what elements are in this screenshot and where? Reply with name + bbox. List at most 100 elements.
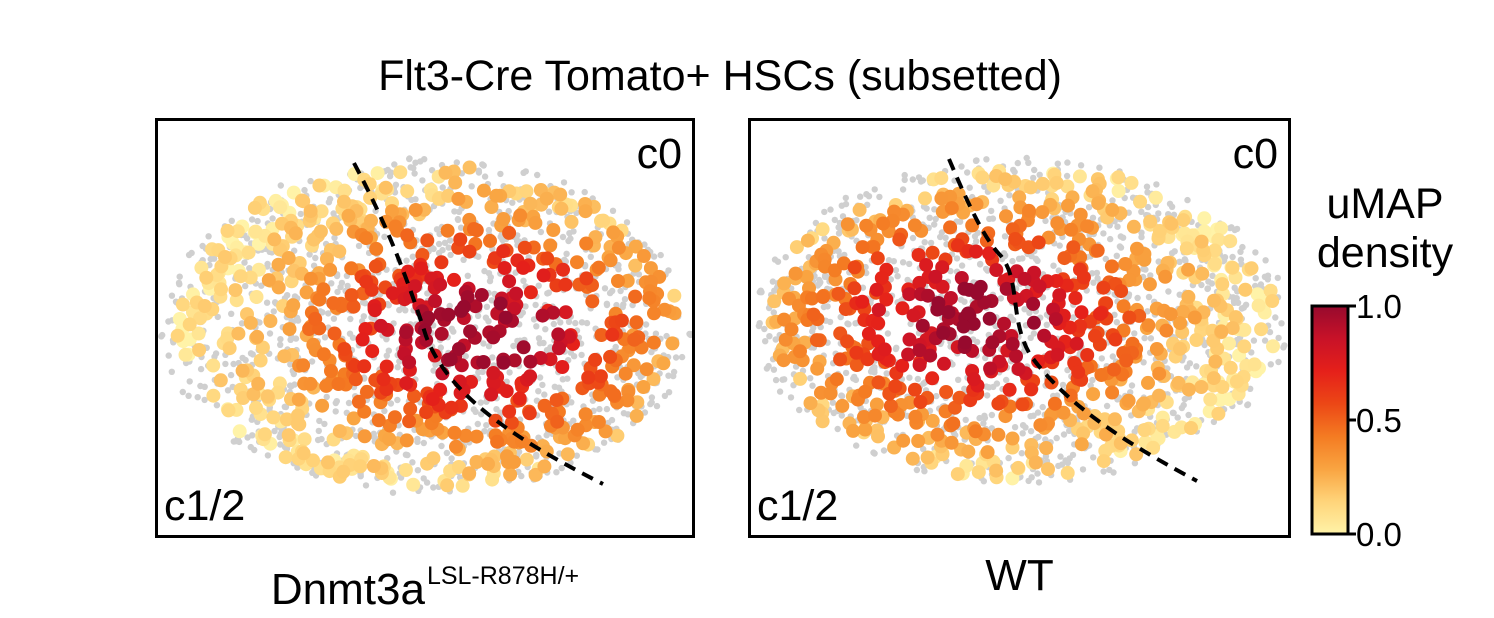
cell-point [554, 201, 569, 216]
background-cell-point [478, 411, 485, 418]
background-cell-point [301, 186, 308, 194]
cell-point [359, 274, 374, 289]
background-cell-point [541, 391, 548, 398]
background-cell-point [481, 173, 489, 180]
cell-point [1149, 342, 1164, 356]
cell-point [1104, 259, 1119, 274]
cell-point [1179, 241, 1194, 256]
background-cell-point [923, 205, 930, 212]
background-cell-point [1147, 272, 1154, 279]
cell-point [337, 183, 352, 198]
background-cell-point [1096, 164, 1103, 171]
umap-scatter-mutant [158, 155, 692, 496]
cell-point [855, 240, 870, 255]
cell-point [279, 412, 294, 427]
background-cell-point [816, 280, 823, 287]
background-cell-point [838, 412, 845, 419]
background-cell-point [228, 217, 235, 224]
cell-point [906, 308, 921, 323]
cell-point [260, 389, 275, 404]
cell-point [1074, 437, 1089, 452]
cell-point [243, 315, 258, 330]
cell-point [868, 408, 882, 423]
background-cell-point [1064, 366, 1071, 374]
cell-point [871, 316, 886, 331]
cell-point [1005, 336, 1020, 351]
cell-point [852, 202, 867, 217]
background-cell-point [899, 259, 907, 266]
background-cell-point [766, 333, 773, 340]
background-cell-point [1131, 428, 1138, 435]
background-cell-point [973, 157, 980, 164]
cell-point [206, 358, 221, 373]
background-cell-point [384, 166, 391, 174]
background-cell-point [1168, 203, 1176, 210]
background-cell-point [1050, 262, 1057, 269]
cell-point [647, 306, 661, 321]
cell-point [331, 377, 346, 391]
cell-point [448, 175, 463, 190]
cell-point [1068, 291, 1083, 305]
background-cell-point [841, 251, 848, 259]
cell-point [536, 268, 551, 283]
cell-point [643, 261, 658, 276]
background-cell-point [986, 215, 993, 223]
cell-point [329, 221, 344, 236]
cell-point [365, 344, 380, 359]
background-cell-point [545, 289, 552, 296]
background-cell-point [926, 214, 933, 221]
cell-point [570, 255, 584, 270]
cell-point [484, 387, 499, 402]
background-cell-point [885, 257, 893, 264]
cell-point [836, 256, 851, 271]
background-cell-point [988, 425, 995, 432]
background-cell-point [462, 353, 469, 360]
background-cell-point [1234, 299, 1242, 306]
cell-point [469, 223, 484, 238]
background-cell-point [894, 273, 901, 280]
cell-point [1111, 170, 1126, 185]
chart-title: Flt3-Cre Tomato+ HSCs (subsetted) [378, 52, 1062, 100]
background-cell-point [570, 417, 577, 424]
cell-point [1143, 214, 1158, 229]
background-cell-point [430, 484, 437, 491]
cell-point [895, 358, 910, 373]
background-cell-point [621, 296, 629, 303]
background-cell-point [1110, 469, 1117, 476]
background-cell-point [1237, 248, 1244, 255]
background-cell-point [984, 392, 991, 399]
background-cell-point [831, 216, 838, 224]
background-cell-point [927, 239, 935, 247]
umap-panel-wt: c0 c1/2 [748, 118, 1291, 538]
background-cell-point [781, 376, 788, 383]
background-cell-point [1043, 369, 1051, 376]
background-cell-point [551, 383, 558, 390]
cell-point [1026, 296, 1041, 311]
background-cell-point [1183, 364, 1191, 371]
cell-point [1148, 190, 1163, 205]
cell-point [485, 472, 500, 487]
background-cell-point [485, 318, 492, 325]
background-cell-point [1027, 428, 1035, 435]
background-cell-point [901, 171, 908, 179]
cell-point [1155, 418, 1170, 433]
cell-point [414, 261, 429, 276]
cell-point [1194, 234, 1209, 249]
cell-point [935, 279, 950, 294]
cell-point [1022, 203, 1036, 218]
cell-point [1080, 348, 1095, 362]
cell-point [178, 347, 193, 362]
umap-panel-mutant: c0 c1/2 [155, 118, 695, 538]
cell-point [316, 347, 331, 362]
background-cell-point [687, 330, 692, 338]
cell-point [271, 257, 286, 272]
cell-point [1137, 252, 1152, 267]
background-cell-point [620, 410, 628, 417]
background-cell-point [361, 300, 369, 307]
background-cell-point [404, 451, 411, 459]
background-cell-point [481, 267, 488, 275]
cell-point [1211, 232, 1226, 247]
cell-point [315, 398, 330, 413]
cell-point [1026, 315, 1041, 330]
background-cell-point [277, 341, 284, 348]
